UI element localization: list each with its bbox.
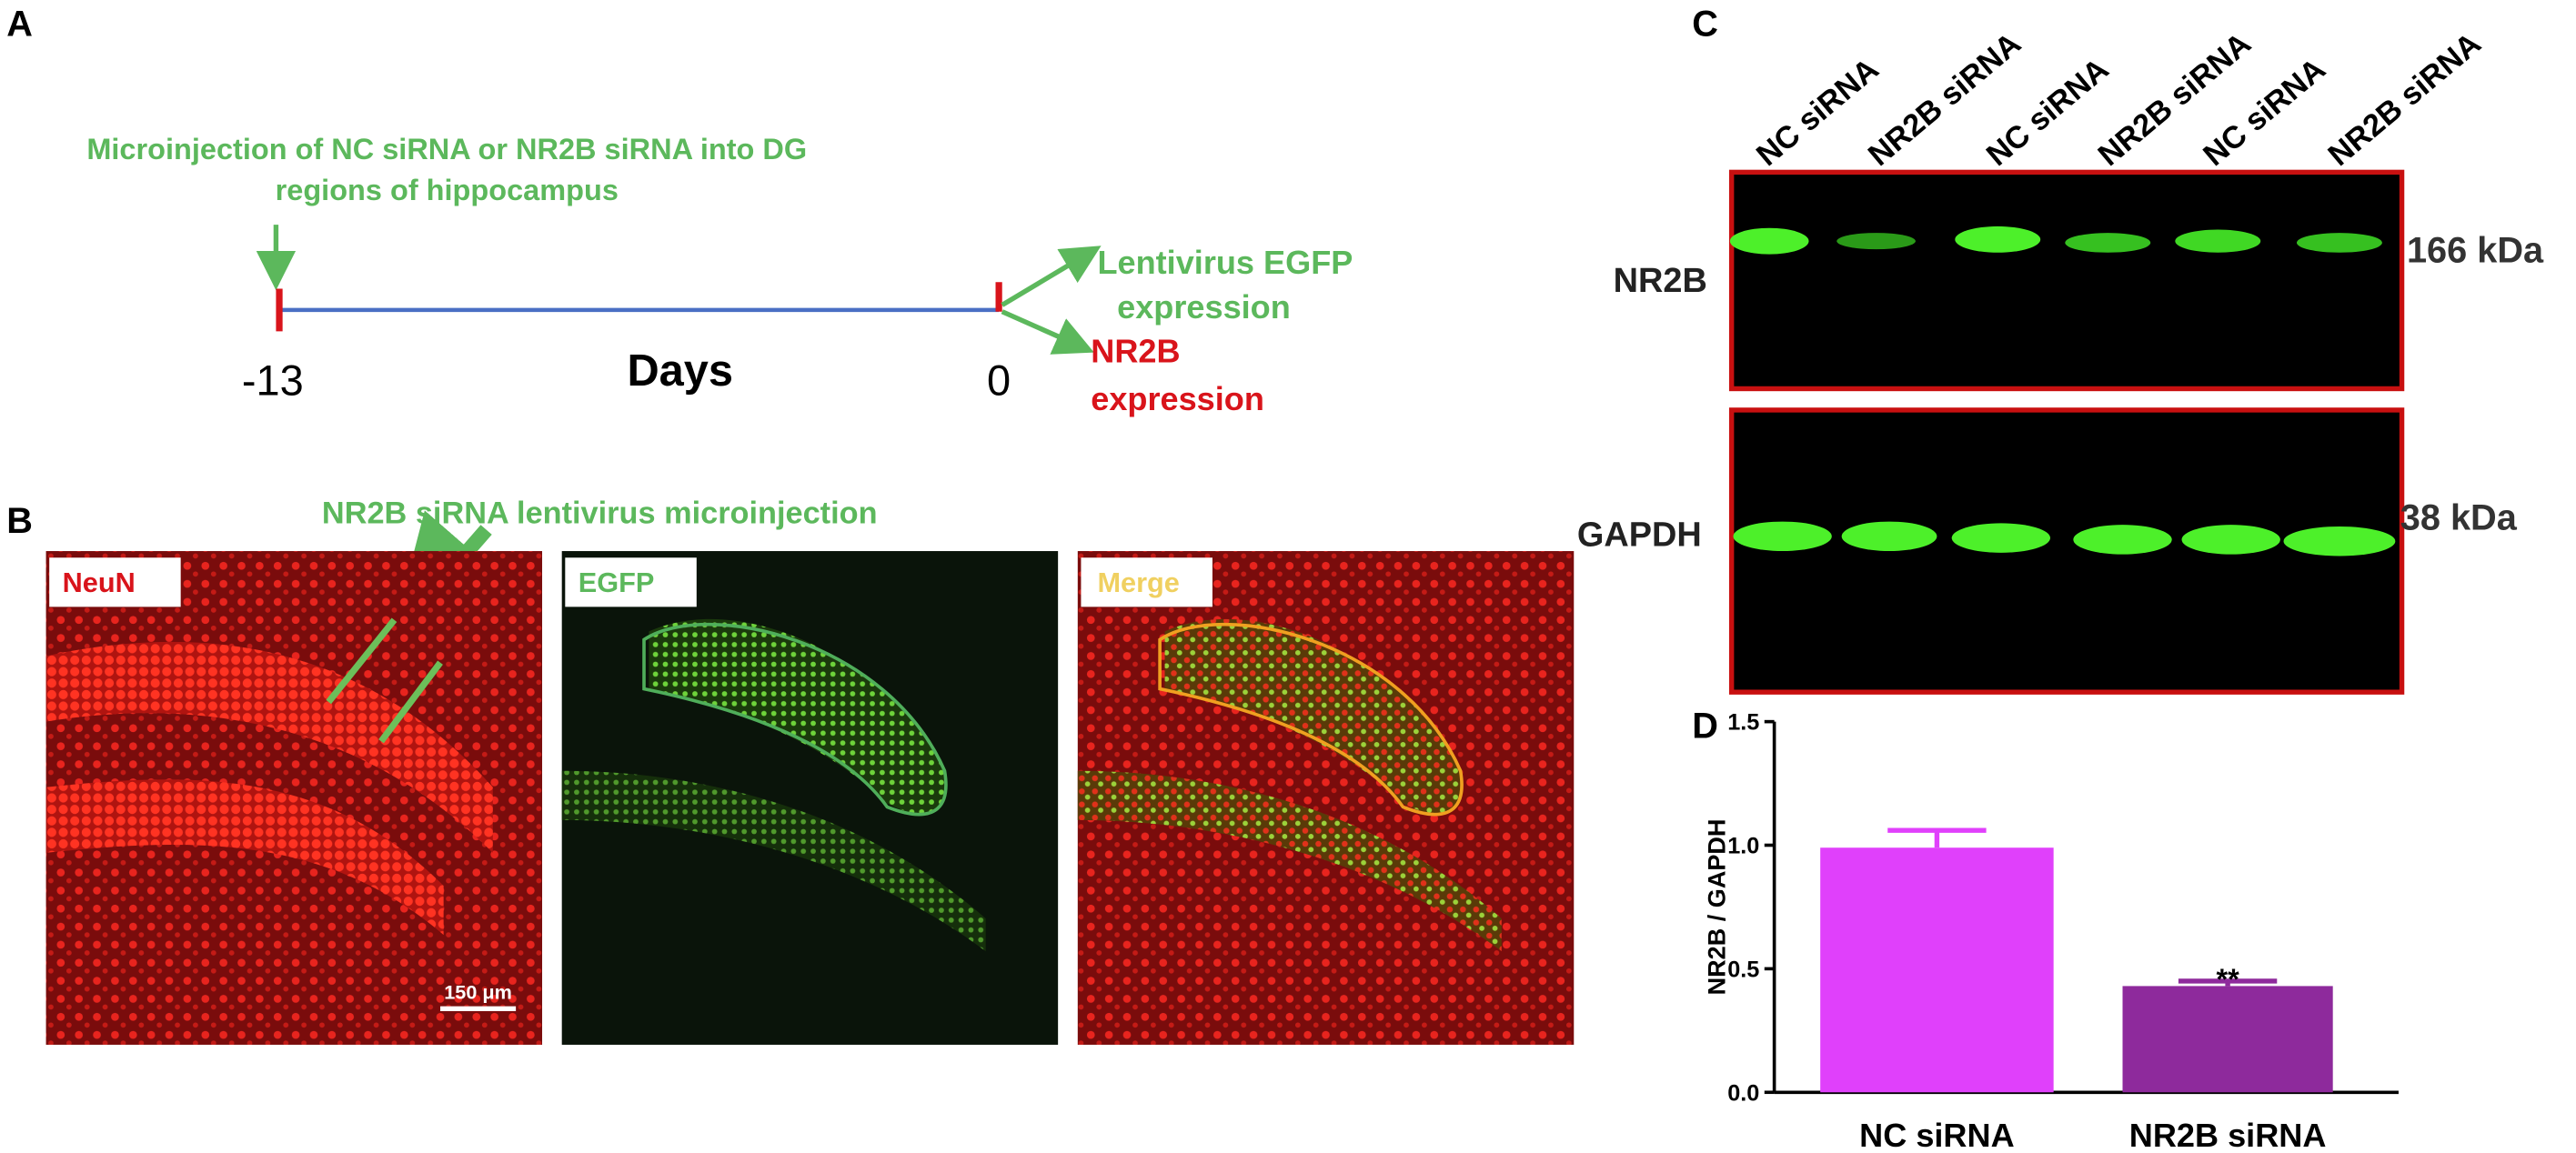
y-tick-label: 0.5 <box>1727 957 1759 982</box>
injection-text: regions of hippocampus <box>276 174 619 206</box>
band <box>2073 525 2172 555</box>
band <box>2065 233 2151 253</box>
egfp-text: Lentivirus EGFP <box>1097 244 1353 281</box>
panel-letter: A <box>6 5 33 45</box>
neun-image: NeuN 150 μm <box>45 551 543 1045</box>
y-tick-label: 1.5 <box>1727 710 1759 736</box>
scale-label: 150 μm <box>444 980 512 1003</box>
blot <box>1728 169 2405 392</box>
y-tick-label: 1.0 <box>1727 834 1759 859</box>
panel-letter: C <box>1692 5 1718 45</box>
injection-text: Microinjection of NC siRNA or NR2B siRNA… <box>86 133 807 165</box>
needle-track <box>326 617 397 705</box>
image-label: Merge <box>1097 566 1179 598</box>
blot-label: NR2B <box>1614 262 1707 300</box>
x-tick-label: NR2B siRNA <box>2129 1117 2327 1153</box>
gapdh-bands <box>1733 521 2396 556</box>
band <box>1836 233 1916 250</box>
band <box>2283 526 2396 556</box>
injection-label: NR2B siRNA lentivirus microinjection <box>322 496 878 530</box>
cell-layer <box>1077 770 1502 952</box>
band <box>1729 227 1809 255</box>
bar <box>2122 986 2333 1093</box>
band <box>2175 229 2261 253</box>
panel-letter: B <box>6 501 33 541</box>
nr2b-bands <box>1729 226 2382 255</box>
image-label: NeuN <box>63 566 136 598</box>
arrow <box>1001 246 1102 307</box>
label-box <box>49 557 181 607</box>
band <box>2296 233 2382 253</box>
band <box>1841 521 1937 552</box>
cell-layer <box>1164 618 1463 814</box>
egfp-text: expression <box>1117 288 1291 326</box>
blot <box>1728 407 2405 695</box>
lane-label: NC siRNA <box>1750 52 1886 173</box>
y-axis-label: NR2B / GAPDH <box>1702 819 1730 996</box>
blot-label: GAPDH <box>1577 516 1702 555</box>
lane-label: NR2B siRNA <box>2322 26 2488 173</box>
cell-layer <box>561 770 986 952</box>
merge-image: Merge <box>1077 551 1575 1045</box>
needle-track <box>378 660 443 744</box>
y-tick-label: 0.0 <box>1727 1080 1759 1106</box>
arrow <box>1001 309 1094 355</box>
egfp-image: EGFP <box>561 551 1059 1045</box>
label-box <box>1081 557 1213 607</box>
annotation: ** <box>2216 963 2239 996</box>
bar <box>1820 847 2054 1093</box>
x-tick-label: NC siRNA <box>1859 1117 2015 1153</box>
image-label: EGFP <box>579 566 655 598</box>
size-label: 166 kDa <box>2407 231 2544 271</box>
nr2b-text: NR2B <box>1091 333 1180 370</box>
panel-letter: D <box>1692 707 1718 747</box>
cell-layer <box>649 618 946 814</box>
outline <box>1158 622 1464 817</box>
day-label: -13 <box>242 357 304 405</box>
bar-chart: 0.0 0.5 1.0 1.5 NR2B / GAPDH NC siRNA NR2B siR… <box>1702 710 2399 1153</box>
cell-layer <box>45 641 493 853</box>
outline <box>642 622 948 817</box>
axis-label: Days <box>627 346 733 396</box>
band <box>2181 525 2280 555</box>
cell-layer <box>45 779 444 936</box>
band <box>1733 521 1832 552</box>
nr2b-text: expression <box>1091 380 1264 417</box>
label-box <box>565 557 697 607</box>
band <box>1955 226 2041 253</box>
size-label: 38 kDa <box>2400 498 2518 538</box>
band <box>1951 523 2051 553</box>
day-label: 0 <box>987 357 1011 405</box>
